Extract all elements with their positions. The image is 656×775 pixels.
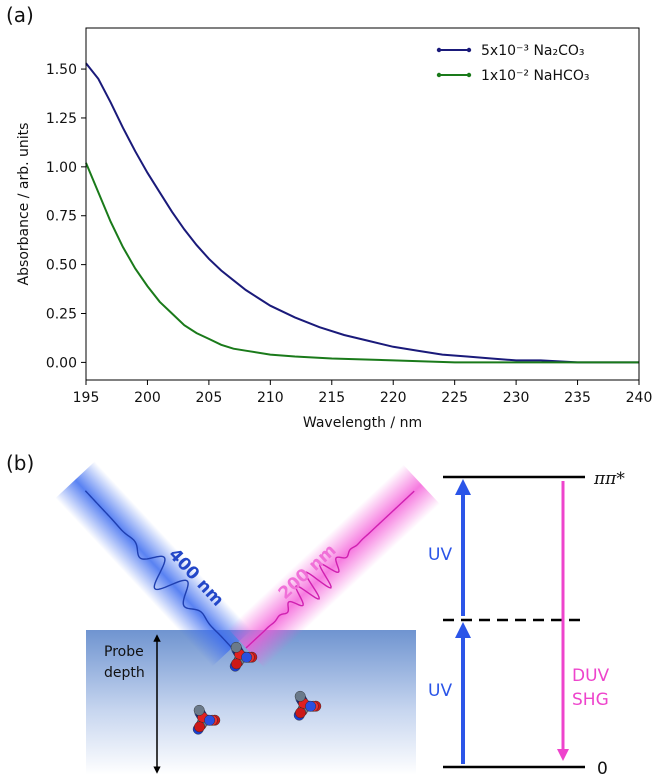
- x-tick-label: 210: [257, 390, 284, 406]
- atom: [193, 704, 205, 716]
- panel-label: (a): [6, 3, 34, 27]
- series-line: [85, 162, 639, 364]
- panel-label: (b): [6, 451, 34, 475]
- y-tick-label: 0.25: [46, 307, 77, 323]
- x-tick-label: 215: [318, 390, 345, 406]
- uv-label: UV: [428, 545, 452, 565]
- level-label: ππ*: [593, 469, 625, 489]
- series-line: [85, 62, 639, 364]
- legend-label: 5x10⁻³ Na₂CO₃: [481, 43, 585, 59]
- legend: 5x10⁻³ Na₂CO₃ 1x10⁻² NaHCO₃: [436, 43, 589, 84]
- legend-dot: [466, 72, 472, 78]
- x-tick-label: 200: [134, 390, 161, 406]
- legend-label: 1x10⁻² NaHCO₃: [481, 68, 589, 84]
- x-axis-label: Wavelength / nm: [303, 415, 422, 431]
- probe-label: Probe: [104, 644, 144, 660]
- y-axis-label: Absorbance / arb. units: [16, 123, 32, 286]
- atom: [230, 641, 242, 653]
- atom: [295, 707, 306, 719]
- x-tick-label: 225: [441, 390, 468, 406]
- y-tick-label: 0.75: [46, 209, 77, 225]
- diagram: 400 nm 200 nm Probe depth ππ* 0 UV UV DU…: [55, 461, 625, 775]
- y-tick-label: 1.25: [46, 111, 77, 127]
- atom: [231, 658, 242, 670]
- atom: [204, 714, 215, 726]
- x-tick-label: 205: [196, 390, 223, 406]
- plot-frame: [85, 27, 640, 381]
- legend-dot: [436, 47, 442, 53]
- legend-dot: [466, 47, 472, 53]
- y-tick-label: 0.00: [46, 355, 77, 371]
- chart: 0.00 0.25 0.50 0.75 1.00 1.25 1.50 195 200 205 210…: [16, 27, 653, 431]
- x-tick-label: 230: [503, 390, 530, 406]
- probe-label: depth: [104, 665, 145, 681]
- atom: [294, 690, 306, 702]
- uv-label: UV: [428, 681, 452, 701]
- shg-label: SHG: [572, 690, 609, 710]
- atom: [241, 651, 252, 663]
- y-tick-label: 1.00: [46, 160, 77, 176]
- shg-label: DUV: [572, 666, 610, 686]
- atom: [305, 700, 316, 712]
- pink-beam: [227, 464, 440, 668]
- y-tick-label: 1.50: [46, 62, 77, 78]
- x-tick-label: 235: [564, 390, 591, 406]
- x-tick-label: 195: [73, 390, 100, 406]
- x-tick-label: 240: [626, 390, 653, 406]
- atom: [194, 721, 205, 733]
- legend-dot: [436, 72, 442, 78]
- y-tick-label: 0.50: [46, 258, 77, 274]
- blue-beam: [55, 461, 252, 667]
- level-label: 0: [597, 759, 608, 775]
- x-tick-label: 220: [380, 390, 407, 406]
- molecules: [192, 641, 322, 735]
